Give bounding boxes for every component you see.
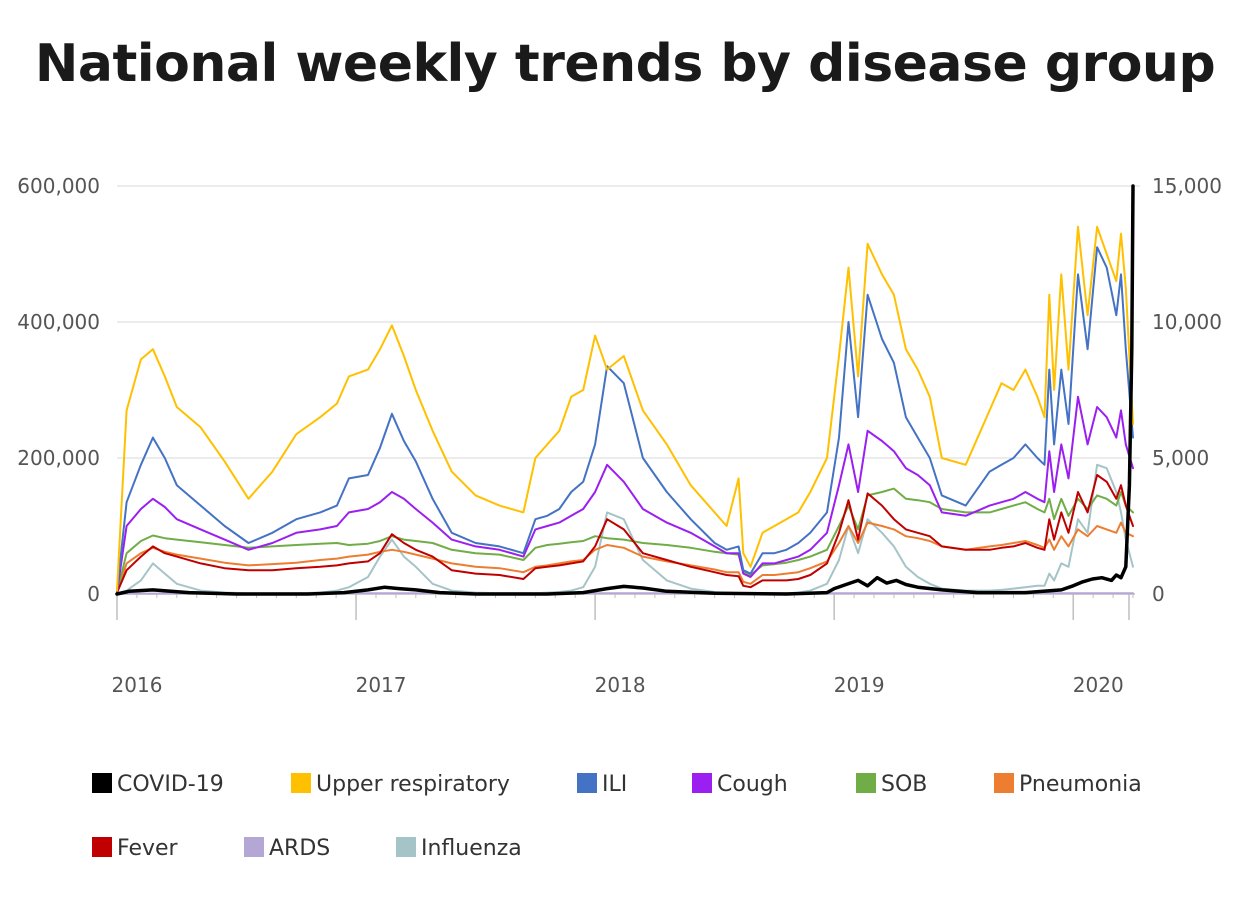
x-tick-label: 2018 <box>595 673 646 697</box>
legend-swatch-cough <box>692 773 712 793</box>
series-line-covid-19 <box>115 184 1135 596</box>
x-tick-label: 2020 <box>1073 673 1124 697</box>
y-left-tick-label: 0 <box>87 582 100 606</box>
legend-label-cough: Cough <box>717 772 788 797</box>
chart-title: National weekly trends by disease group <box>34 34 1216 94</box>
series-line-fever <box>116 474 1134 594</box>
series-lines <box>115 184 1135 596</box>
legend-label-fever: Fever <box>117 836 179 861</box>
x-tick-label: 2019 <box>834 673 885 697</box>
legend-label-pneumonia: Pneumonia <box>1019 772 1142 797</box>
series-line-sob <box>116 487 1134 594</box>
y-right-tick-label: 15,000 <box>1152 174 1222 198</box>
legend-label-covid-19: COVID-19 <box>117 772 224 797</box>
legend-swatch-sob <box>856 773 876 793</box>
legend-label-upper-respiratory: Upper respiratory <box>316 772 510 797</box>
legend-label-sob: SOB <box>881 772 927 797</box>
legend-swatch-upper-respiratory <box>291 773 311 793</box>
legend-label-ards: ARDS <box>269 836 330 861</box>
legend: COVID-19 Upper respiratory ILI Cough SOB Pneu… <box>92 772 1142 861</box>
legend-swatch-ili <box>577 773 597 793</box>
y-left-tick-label: 400,000 <box>17 310 100 334</box>
y-right-tick-label: 5,000 <box>1152 446 1209 470</box>
series-line-ili <box>116 246 1134 592</box>
axes: 0 200,000 400,000 600,000 0 5,000 10,000 15,000… <box>17 174 1222 697</box>
series-line-upper-respiratory <box>116 225 1134 592</box>
y-left-tick-label: 600,000 <box>17 174 100 198</box>
legend-swatch-influenza <box>396 837 416 857</box>
legend-swatch-pneumonia <box>994 773 1014 793</box>
series-line-pneumonia <box>116 521 1134 594</box>
y-right-tick-label: 10,000 <box>1152 310 1222 334</box>
legend-swatch-ards <box>244 837 264 857</box>
legend-swatch-fever <box>92 837 112 857</box>
legend-label-ili: ILI <box>602 772 627 797</box>
legend-swatch-covid-19 <box>92 773 112 793</box>
x-tick-label: 2017 <box>356 673 407 697</box>
y-left-tick-label: 200,000 <box>17 446 100 470</box>
legend-label-influenza: Influenza <box>421 836 522 861</box>
y-right-tick-label: 0 <box>1152 582 1165 606</box>
x-tick-label: 2016 <box>112 673 163 697</box>
series-line-cough <box>116 395 1134 593</box>
